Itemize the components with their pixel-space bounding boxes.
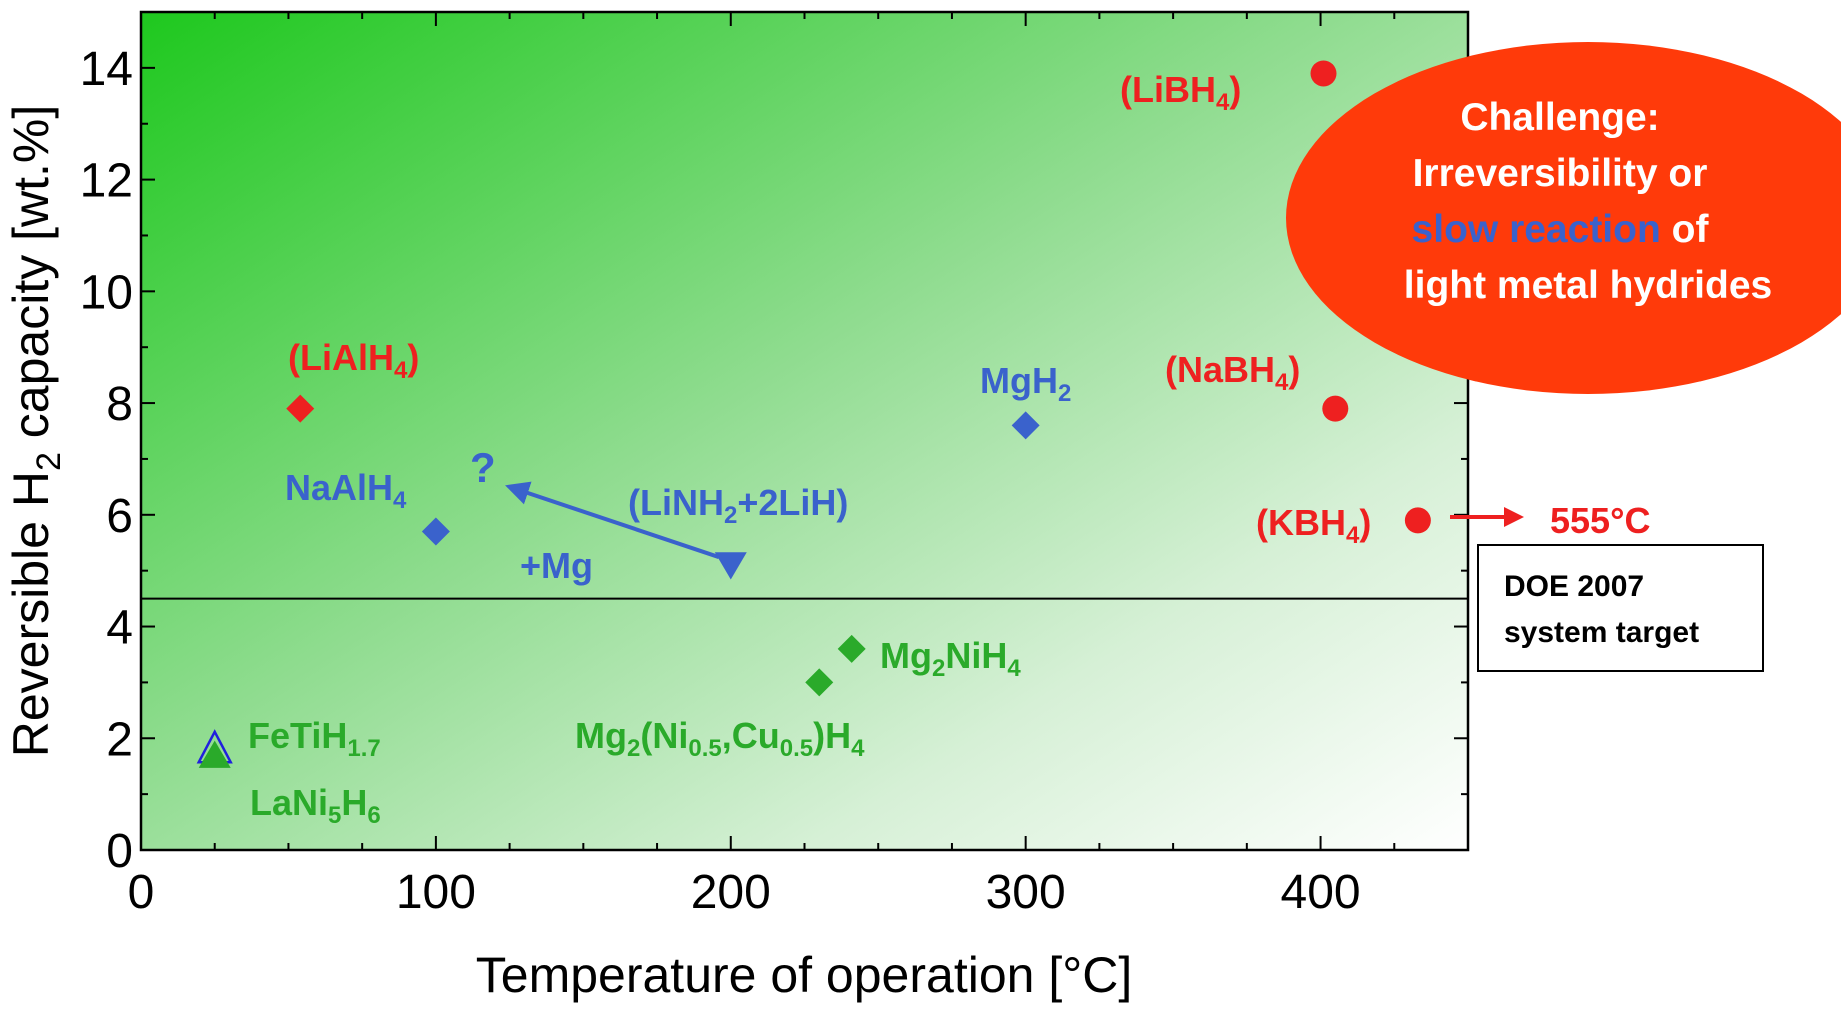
y-tick-label: 12 [80, 155, 133, 208]
y-tick-label: 8 [106, 378, 133, 431]
plot-frame [139, 10, 1470, 852]
data-points [196, 60, 1431, 768]
point-linh2-2lih [714, 552, 747, 580]
arrow [505, 481, 720, 559]
target-box-line-2: system target [1504, 616, 1699, 649]
point-lialh4 [286, 394, 315, 423]
plus-mg-label: +Mg [520, 545, 593, 586]
callout-line-3: slow reaction of [1412, 208, 1710, 251]
y-tick-label: 14 [80, 43, 133, 96]
callout-line-4: light metal hydrides [1404, 264, 1772, 307]
target-box [1477, 544, 1764, 672]
y-tick-label: 4 [106, 602, 133, 655]
point-lani5h6 [198, 740, 231, 768]
label-lani5h6: LaNi5H6 [250, 782, 381, 829]
plot-background [141, 12, 1468, 850]
x-tick-label: 100 [396, 866, 476, 919]
y-tick-label: 6 [106, 490, 133, 543]
y-tick-label: 10 [80, 266, 133, 319]
y-axis-title: Reversible H2 capacity [wt.%] [3, 105, 68, 757]
point-mgh2 [1011, 411, 1040, 440]
target-box-line-1: DOE 2007 [1504, 570, 1644, 603]
label-mg2nih4: Mg2NiH4 [880, 635, 1021, 682]
question-mark: ? [470, 444, 496, 491]
point-mg2-ni0-5-cu0-5-h4 [805, 668, 834, 697]
x-tick-label: 300 [986, 866, 1066, 919]
x-tick-label: 200 [691, 866, 771, 919]
x-tick-label: 400 [1281, 866, 1361, 919]
point-naalh4 [421, 517, 450, 546]
callout-line-1: Challenge: [1460, 96, 1659, 139]
challenge-callout [1286, 42, 1841, 394]
kbh4-temp-label: 555°C [1550, 500, 1650, 541]
label-linh2-2lih: (LiNH2+2LiH) [628, 482, 848, 529]
point-libh4 [1310, 60, 1337, 87]
label-naalh4: NaAlH4 [285, 467, 407, 514]
tick-labels: 0 100 200 300 400 0 2 4 6 8 10 12 14 [80, 43, 1361, 919]
x-tick-label: 0 [128, 866, 155, 919]
point-mg2nih4 [837, 634, 866, 663]
point-kbh4 [1404, 507, 1431, 534]
point-nabh4 [1322, 395, 1349, 422]
callout-of: of [1661, 208, 1710, 251]
y-tick-label: 2 [106, 713, 133, 766]
callout-line-2: Irreversibility or [1413, 152, 1708, 195]
x-axis-title: Temperature of operation [°C] [476, 947, 1132, 1003]
callout-slow-reaction: slow reaction [1412, 208, 1661, 251]
label-kbh4: (KBH4) [1256, 502, 1371, 549]
label-mgh2: MgH2 [980, 360, 1071, 407]
y-tick-label: 0 [106, 825, 133, 878]
